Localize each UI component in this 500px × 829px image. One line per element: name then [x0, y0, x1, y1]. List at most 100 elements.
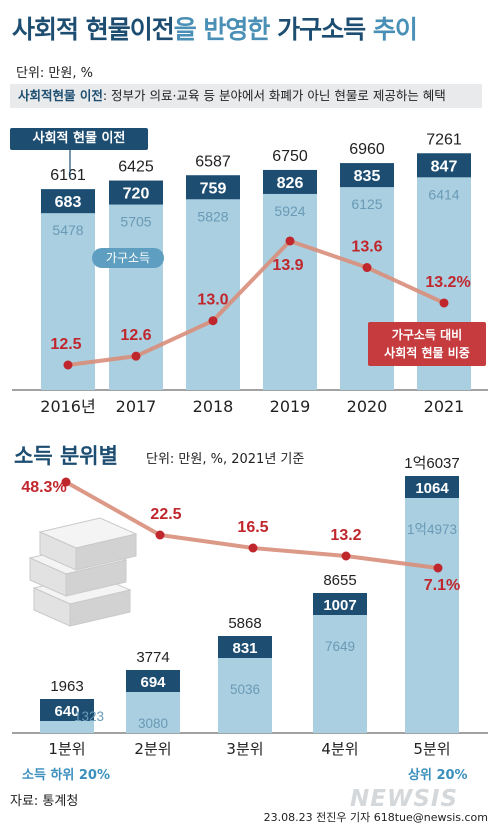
q-label-income-3: 7649 [325, 639, 355, 654]
ratio-point-5 [439, 298, 449, 308]
label-income-5: 6414 [428, 186, 459, 202]
ratio-label-5: 13.2% [425, 274, 470, 291]
label-transfer-1: 720 [123, 186, 150, 203]
ratio-label-3: 13.9 [272, 257, 303, 274]
definition-text: : 정부가 의료·교육 등 분야에서 화폐가 아닌 현물로 제공하는 혜택 [102, 88, 446, 103]
source-label: 자료: 통계청 [10, 794, 79, 809]
legend-ratio: 가구소득 대비 사회적 현물 비중 [368, 322, 486, 366]
x-label-yearly-0: 2016년 [40, 397, 95, 416]
x-label-yearly-2: 2018 [193, 397, 234, 416]
credit-line: 23.08.23 전진우 기자 618tue@newsis.com [263, 811, 488, 824]
q-ratio-label-3: 13.2 [330, 527, 361, 544]
page-title: 사회적 현물이전을 반영한 가구소득 추이 [12, 10, 418, 46]
label-total-0: 6161 [50, 167, 86, 184]
label-total-3: 6750 [272, 148, 308, 165]
title-part-reflect: 을 반영한 [173, 15, 278, 44]
label-transfer-2: 759 [200, 180, 227, 197]
q-label-total-0: 1963 [50, 678, 83, 695]
q-ratio-point-3 [341, 551, 351, 561]
q-label-transfer-4: 1064 [415, 480, 449, 497]
label-transfer-3: 826 [277, 175, 304, 192]
label-transfer-5: 847 [431, 158, 458, 175]
ratio-label-0: 12.5 [50, 336, 81, 353]
definition-label: 사회적현물 이전 [18, 88, 103, 103]
box-illustration-front [75, 533, 137, 571]
q-ratio-label-2: 16.5 [237, 519, 268, 536]
ratio-point-3 [285, 236, 295, 246]
q-ratio-point-0 [61, 477, 71, 487]
unit-label-top: 단위: 만원, % [16, 66, 93, 81]
bar-transfer-2 [186, 175, 240, 200]
title-part-transfer: 사회적 현물이전 [12, 15, 175, 44]
ratio-label-1: 12.6 [120, 327, 151, 344]
q-label-transfer-1: 694 [140, 674, 166, 691]
label-income-2: 5828 [197, 208, 228, 224]
label-income-3: 5924 [274, 203, 305, 219]
q-label-total-4: 1억6037 [404, 455, 460, 472]
bar-transfer-3 [263, 169, 317, 194]
ratio-label-2: 13.0 [197, 292, 228, 309]
q-bar-transfer-0 [40, 699, 94, 721]
q-bar-transfer-3 [313, 593, 367, 615]
bar-income-3 [263, 169, 317, 390]
q-label-total-3: 8655 [323, 572, 356, 589]
q-label-income-0: 1323 [74, 709, 104, 724]
ratio-point-1 [131, 351, 141, 361]
q-label-total-2: 5868 [228, 615, 261, 632]
x-label-yearly-3: 2019 [270, 397, 311, 416]
q-label-transfer-0: 640 [54, 703, 79, 720]
bar-transfer-4 [340, 163, 394, 188]
q-ratio-point-2 [248, 543, 258, 553]
q-bar-transfer-2 [218, 636, 272, 658]
footnote-high: 상위 20% [408, 768, 468, 783]
x-label-quintile-2: 3분위 [226, 740, 263, 758]
box-illustration-front [65, 559, 127, 597]
q-label-transfer-3: 1007 [323, 597, 356, 614]
legend-transfer: 사회적 현물 이전 [10, 128, 148, 150]
title-part-trend: 추이 [365, 15, 418, 44]
ratio-point-0 [63, 360, 73, 370]
x-label-quintile-4: 5분위 [413, 740, 450, 758]
footnote-low: 소득 하위 20% [22, 768, 111, 783]
label-total-5: 7261 [426, 131, 462, 148]
box-illustration-front [69, 589, 131, 627]
q-bar-transfer-4 [405, 476, 459, 498]
x-label-quintile-3: 4분위 [321, 740, 358, 758]
q-bar-income-3 [313, 593, 367, 733]
unit-label-quintile: 단위: 만원, %, 2021년 기준 [146, 452, 305, 467]
x-label-quintile-1: 2분위 [134, 740, 171, 758]
q-ratio-label-0: 48.3% [21, 479, 66, 496]
bar-income-2 [186, 175, 240, 390]
q-label-income-4: 1억4973 [407, 522, 457, 537]
x-label-yearly-1: 2017 [116, 397, 157, 416]
ratio-point-2 [208, 316, 218, 326]
bar-income-0 [41, 189, 95, 390]
label-transfer-4: 835 [354, 168, 381, 185]
x-label-yearly-5: 2021 [424, 397, 465, 416]
ratio-label-4: 13.6 [351, 239, 382, 256]
legend-ratio-line2: 사회적 현물 비중 [384, 346, 470, 360]
label-income-4: 6125 [351, 196, 382, 212]
title-part-income: 가구소득 [277, 15, 366, 44]
q-bar-transfer-1 [126, 670, 180, 692]
bar-transfer-0 [41, 189, 95, 214]
label-total-2: 6587 [195, 153, 231, 170]
legend-income: 가구소득 [92, 248, 164, 268]
q-ratio-label-4: 7.1% [424, 577, 460, 594]
label-income-1: 5705 [120, 214, 151, 230]
ratio-line-yearly [67, 238, 445, 367]
section-title-quintile: 소득 분위별 [14, 444, 118, 468]
legend-ratio-line1: 가구소득 대비 [391, 328, 463, 342]
q-bar-income-4 [405, 476, 459, 733]
label-total-4: 6960 [349, 141, 385, 158]
q-label-income-2: 5036 [230, 682, 260, 697]
label-income-0: 5478 [52, 222, 83, 238]
q-label-total-1: 3774 [136, 649, 169, 666]
definition-note: 사회적현물 이전: 정부가 의료·교육 등 분야에서 화폐가 아닌 현물로 제공… [10, 84, 482, 108]
x-label-yearly-4: 2020 [347, 397, 388, 416]
q-label-income-1: 3080 [138, 716, 168, 731]
q-ratio-point-1 [155, 530, 165, 540]
q-label-transfer-2: 831 [232, 640, 257, 657]
label-total-1: 6425 [118, 159, 154, 176]
